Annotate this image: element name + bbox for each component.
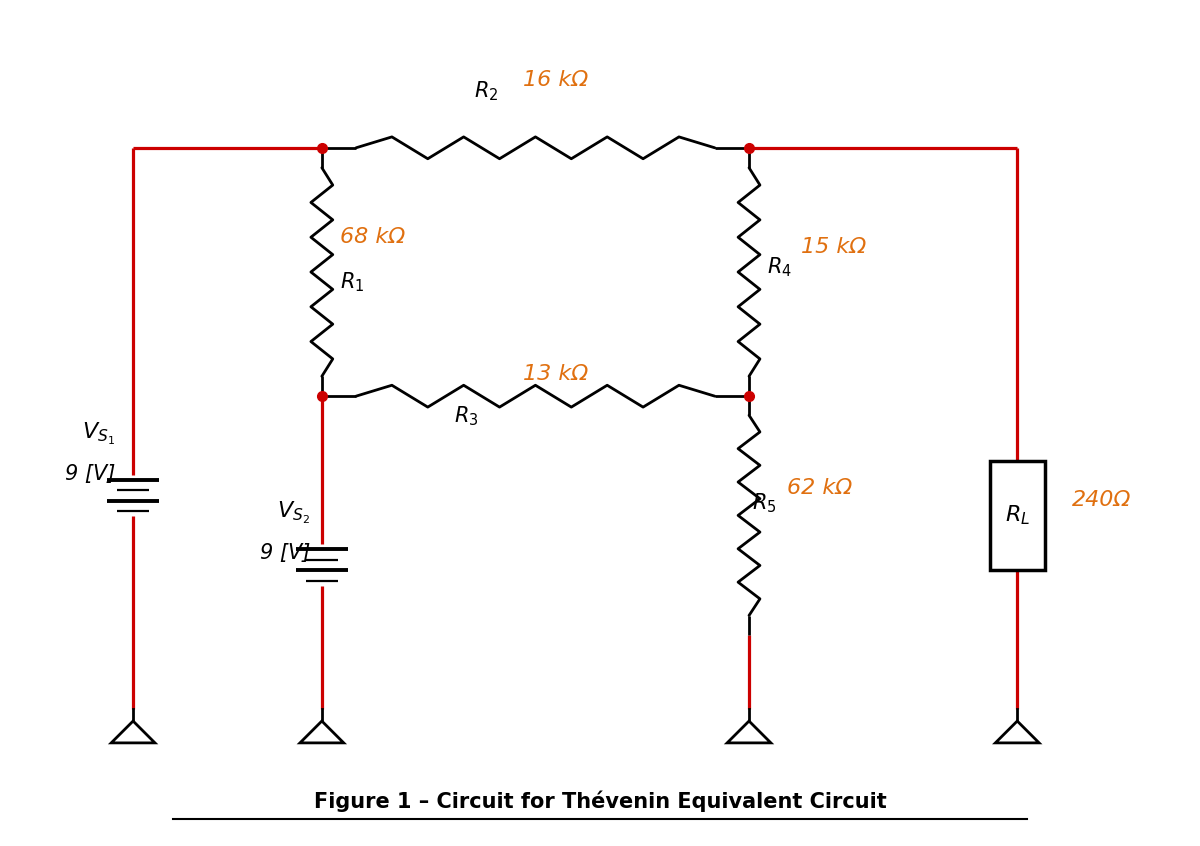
Text: $V_{S_1}$: $V_{S_1}$	[82, 420, 115, 447]
Text: $V_{S_2}$: $V_{S_2}$	[277, 500, 310, 526]
Text: 9 [V]: 9 [V]	[65, 464, 115, 484]
Text: 240Ω: 240Ω	[1072, 491, 1132, 510]
Text: $R_4$: $R_4$	[767, 255, 792, 279]
Text: $R_L$: $R_L$	[1004, 503, 1030, 527]
Text: 13 kΩ: 13 kΩ	[523, 365, 588, 384]
Text: $R_2$: $R_2$	[474, 80, 498, 103]
Text: 9 [V]: 9 [V]	[259, 543, 310, 563]
Text: 15 kΩ: 15 kΩ	[800, 237, 866, 257]
Text: 68 kΩ: 68 kΩ	[340, 228, 404, 247]
Text: 16 kΩ: 16 kΩ	[523, 70, 588, 91]
Text: $R_5$: $R_5$	[752, 492, 776, 515]
Text: $R_3$: $R_3$	[454, 404, 478, 428]
Bar	[990, 461, 1044, 570]
Text: 62 kΩ: 62 kΩ	[787, 478, 852, 497]
Text: $R_1$: $R_1$	[340, 270, 364, 294]
Text: Figure 1 – Circuit for Thévenin Equivalent Circuit: Figure 1 – Circuit for Thévenin Equivale…	[313, 791, 887, 812]
